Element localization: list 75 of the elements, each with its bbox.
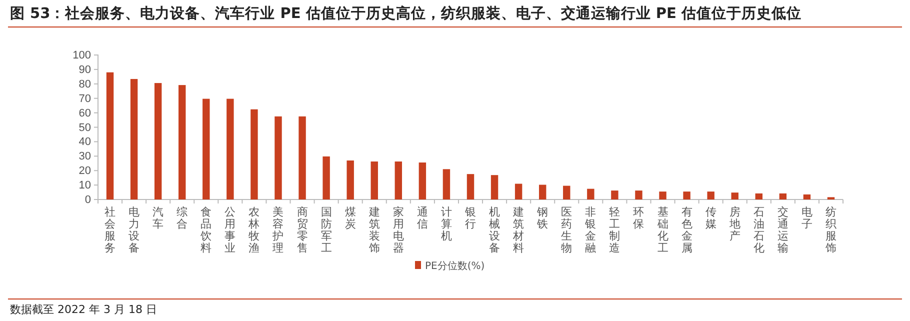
bar bbox=[707, 192, 714, 200]
x-tick-label: 综合 bbox=[176, 206, 188, 230]
bar bbox=[346, 160, 354, 200]
x-tick-label: 电子 bbox=[801, 206, 812, 230]
y-tick-label: 70 bbox=[78, 92, 91, 105]
bar bbox=[635, 190, 642, 200]
legend-label: PE分位数(%) bbox=[425, 260, 485, 272]
bar bbox=[418, 162, 426, 200]
x-tick-label: 传媒 bbox=[705, 206, 716, 230]
bar bbox=[466, 174, 474, 200]
x-tick-label: 石油石化 bbox=[753, 206, 764, 254]
bar bbox=[178, 85, 186, 200]
bar bbox=[683, 192, 690, 200]
y-tick-label: 100 bbox=[72, 50, 91, 62]
y-tick-label: 30 bbox=[78, 150, 91, 163]
x-tick-label: 社会服务 bbox=[104, 206, 116, 254]
x-tick-label: 建筑装饰 bbox=[368, 206, 380, 254]
x-tick-label: 建筑材料 bbox=[512, 206, 524, 254]
x-tick-label: 商贸零售 bbox=[296, 206, 308, 254]
bar bbox=[731, 192, 738, 200]
bar bbox=[130, 78, 138, 200]
bar bbox=[538, 184, 546, 200]
bar bbox=[202, 98, 210, 200]
bar bbox=[274, 116, 282, 200]
x-tick-label: 轻工制造 bbox=[609, 206, 620, 254]
bar bbox=[442, 169, 450, 200]
x-tick-label: 环保 bbox=[633, 206, 644, 230]
x-tick-label: 煤炭 bbox=[344, 206, 356, 230]
x-tick-label: 汽车 bbox=[152, 206, 164, 230]
bar bbox=[659, 192, 666, 200]
y-tick-label: 90 bbox=[78, 64, 91, 76]
x-tick-label: 通信 bbox=[416, 206, 428, 230]
x-tick-label: 农林牧渔 bbox=[248, 206, 260, 254]
x-tick-label: 家用电器 bbox=[392, 206, 404, 254]
bar bbox=[106, 72, 114, 200]
text: 数据截至 2022 年 3 月 18 日 bbox=[10, 303, 157, 316]
bar bbox=[611, 190, 618, 200]
x-tick-label: 交通运输 bbox=[777, 206, 788, 254]
bar bbox=[250, 109, 258, 200]
y-tick-label: 50 bbox=[78, 122, 91, 134]
bar bbox=[322, 156, 330, 200]
x-tick-label: 银行 bbox=[464, 206, 476, 230]
x-tick-label: 电力设备 bbox=[128, 206, 140, 254]
bar bbox=[755, 193, 762, 200]
x-tick-label: 医药生物 bbox=[561, 206, 572, 254]
y-tick-label: 10 bbox=[78, 180, 91, 192]
bar bbox=[394, 161, 402, 200]
bar bbox=[370, 161, 378, 200]
x-tick-label: 纺织服饰 bbox=[824, 206, 836, 254]
bar bbox=[298, 116, 306, 200]
bar bbox=[490, 175, 498, 200]
x-tick-label: 基础化工 bbox=[656, 206, 668, 254]
bar bbox=[587, 188, 594, 200]
bar bbox=[154, 83, 162, 200]
x-tick-label: 房地产 bbox=[728, 206, 740, 242]
bar bbox=[779, 193, 787, 200]
bar bbox=[803, 194, 811, 200]
y-tick-label: 80 bbox=[78, 78, 91, 90]
bar bbox=[226, 98, 234, 200]
y-tick-label: 60 bbox=[78, 107, 91, 120]
y-tick-label: 20 bbox=[78, 165, 91, 178]
x-tick-label: 美容护理 bbox=[272, 206, 284, 254]
x-tick-label: 钢铁 bbox=[536, 206, 548, 230]
chart-title: 图 53：社会服务、电力设备、汽车行业 PE 估值位于历史高位，纺织服装、电子、交通运输行业 PE 估值位于历史低位 bbox=[10, 4, 802, 22]
x-tick-label: 机械设备 bbox=[489, 206, 500, 254]
x-tick-label: 国防军工 bbox=[320, 206, 332, 254]
x-tick-label: 有色金属 bbox=[681, 206, 692, 254]
x-tick-label: 食品饮料 bbox=[200, 206, 212, 254]
x-tick-label: 非银金融 bbox=[584, 206, 596, 254]
bar bbox=[563, 186, 570, 200]
x-tick-label: 计算机 bbox=[440, 206, 452, 242]
y-tick-label: 40 bbox=[78, 136, 91, 148]
y-tick-label: 0 bbox=[84, 194, 91, 206]
x-tick-label: 公用事业 bbox=[224, 206, 236, 254]
bar bbox=[514, 184, 522, 200]
